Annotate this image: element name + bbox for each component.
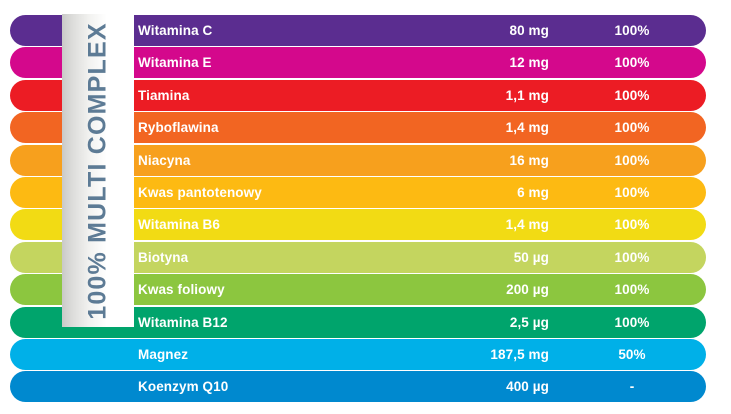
nutrient-name: Koenzym Q10 bbox=[138, 379, 229, 395]
nutrient-name: Kwas foliowy bbox=[138, 282, 225, 298]
nutrient-daily-value-percent: 100% bbox=[614, 314, 650, 330]
nutrient-row: Koenzym Q10 400 µg - bbox=[10, 371, 706, 403]
brand-vertical-label: 100% MULTI COMPLEX bbox=[83, 21, 112, 320]
nutrient-name: Magnez bbox=[138, 347, 189, 362]
nutrient-name: Kwas pantotenowy bbox=[138, 185, 262, 200]
nutrient-amount: 12 mg bbox=[509, 55, 549, 71]
nutrient-name: Ryboflawina bbox=[138, 120, 219, 136]
nutrient-amount: 2,5 µg bbox=[509, 314, 549, 330]
nutrient-name: Witamina E bbox=[138, 55, 212, 71]
nutrient-name: Niacyna bbox=[138, 152, 191, 168]
nutrient-daily-value-percent: 50% bbox=[618, 347, 646, 362]
nutrient-amount: 1,4 mg bbox=[505, 217, 549, 233]
nutrient-name: Witamina C bbox=[138, 23, 213, 38]
nutrient-name: Witamina B12 bbox=[138, 314, 228, 330]
nutrient-amount: 50 µg bbox=[513, 249, 549, 265]
nutrient-amount: 16 mg bbox=[509, 152, 549, 168]
nutrient-daily-value-percent: 100% bbox=[614, 217, 650, 233]
nutrient-daily-value-percent: 100% bbox=[614, 55, 650, 71]
nutrient-amount: 6 mg bbox=[517, 185, 549, 200]
nutrient-amount: 1,4 mg bbox=[505, 120, 549, 136]
nutrient-name: Tiamina bbox=[138, 87, 190, 103]
nutrient-daily-value-percent: 100% bbox=[614, 152, 650, 168]
nutrient-daily-value-percent: 100% bbox=[614, 23, 650, 38]
nutrient-amount: 200 µg bbox=[506, 282, 549, 298]
nutrient-amount: 1,1 mg bbox=[505, 87, 549, 103]
nutrient-name: Witamina B6 bbox=[138, 217, 220, 233]
nutrient-daily-value-percent: 100% bbox=[614, 249, 650, 265]
brand-band: 100% MULTI COMPLEX bbox=[62, 14, 134, 327]
nutrient-daily-value-percent: 100% bbox=[614, 87, 650, 103]
nutrient-amount: 80 mg bbox=[509, 23, 549, 38]
nutrient-daily-value-percent: - bbox=[629, 379, 635, 395]
nutrient-daily-value-percent: 100% bbox=[614, 282, 650, 298]
nutrient-row: Magnez 187,5 mg 50% bbox=[10, 339, 706, 370]
nutrient-daily-value-percent: 100% bbox=[614, 185, 650, 200]
nutrient-daily-value-percent: 100% bbox=[614, 120, 650, 136]
nutrient-amount: 187,5 mg bbox=[490, 347, 549, 362]
nutrient-amount: 400 µg bbox=[506, 379, 549, 395]
nutrient-name: Biotyna bbox=[138, 249, 189, 265]
